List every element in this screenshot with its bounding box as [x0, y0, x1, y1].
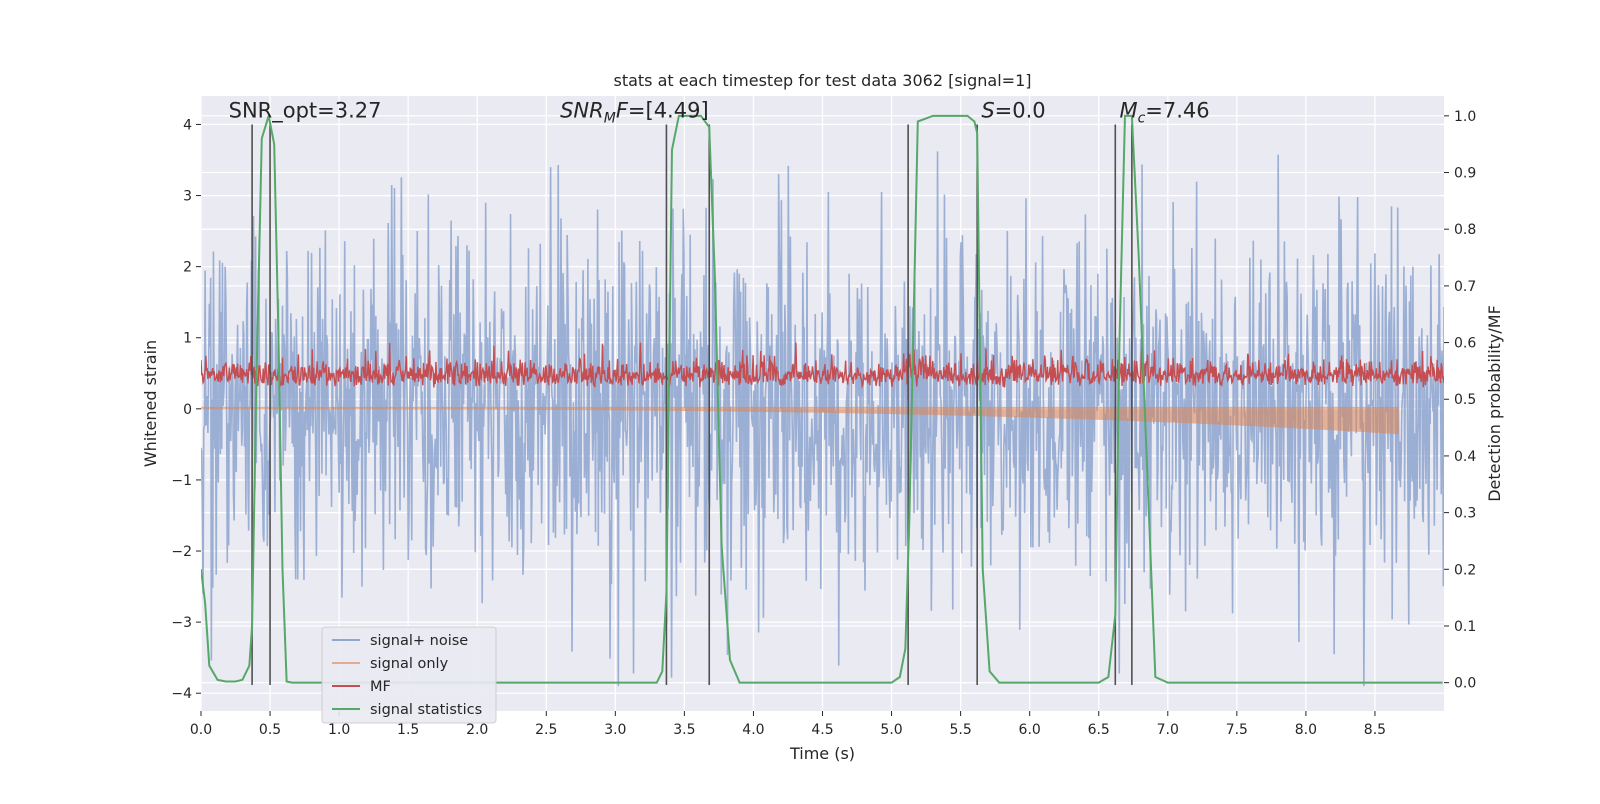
x-tick-label: 1.0	[328, 722, 350, 738]
x-tick-label: 2.0	[466, 722, 488, 738]
series-mf-line	[201, 342, 1444, 389]
y-right-tick-label: 0.5	[1454, 392, 1476, 408]
y-tick-label: −3	[171, 615, 192, 631]
series-signal-only-line	[201, 406, 1399, 435]
x-tick-label: 3.0	[604, 722, 626, 738]
y-tick-label: 1	[183, 331, 192, 347]
y-right-tick-label: 1.0	[1454, 109, 1476, 125]
y-right-axis-label: Detection probability/MF	[1485, 305, 1504, 502]
annotation-text: SNRMF=[4.49]	[560, 98, 709, 126]
legend-item-label: signal statistics	[370, 702, 482, 718]
y-right-tick-label: 0.7	[1454, 279, 1476, 295]
x-tick-label: 4.0	[742, 722, 764, 738]
y-tick-label: −1	[171, 473, 192, 489]
annotation-text: S=0.0	[981, 98, 1045, 122]
x-tick-label: 4.5	[811, 722, 833, 738]
x-tick-label: 7.0	[1157, 722, 1179, 738]
x-tick-label: 6.5	[1088, 722, 1110, 738]
y-tick-label: 4	[183, 117, 192, 133]
y-tick-label: −2	[171, 544, 192, 560]
x-tick-label: 2.5	[535, 722, 557, 738]
x-tick-label: 8.5	[1364, 722, 1386, 738]
x-tick-label: 0.5	[259, 722, 281, 738]
y-tick-label: 3	[183, 189, 192, 205]
y-right-tick-label: 0.0	[1454, 676, 1476, 692]
legend-box	[321, 626, 497, 724]
legend: signal+ noise signal only MF signal statist…	[321, 626, 497, 724]
x-tick-label: 7.5	[1226, 722, 1248, 738]
legend-item-label: signal+ noise	[370, 633, 468, 649]
legend-item-label: signal only	[370, 656, 449, 672]
y-tick-label: −4	[171, 686, 192, 702]
chart-title: stats at each timestep for test data 306…	[613, 71, 1031, 90]
y-right-tick-label: 0.6	[1454, 336, 1476, 352]
x-tick-label: 5.5	[949, 722, 971, 738]
y-tick-label: 0	[183, 402, 192, 418]
plot-lines	[201, 114, 1444, 687]
x-tick-label: 5.0	[880, 722, 902, 738]
annotation-text: Mc=7.46	[1119, 98, 1209, 126]
x-tick-label: 1.5	[397, 722, 419, 738]
legend-item-label: MF	[370, 679, 391, 695]
x-tick-label: 3.5	[673, 722, 695, 738]
y-axis-label: Whitened strain	[141, 340, 160, 467]
series-signal-noise-line	[201, 151, 1444, 687]
y-right-tick-label: 0.4	[1454, 449, 1476, 465]
x-axis-label: Time (s)	[789, 744, 855, 763]
y-right-tick-label: 0.9	[1454, 166, 1476, 182]
x-tick-label: 8.0	[1295, 722, 1317, 738]
x-tick-label: 6.0	[1019, 722, 1041, 738]
annotation-text: SNR_opt=3.27	[229, 98, 382, 123]
y-right-tick-label: 0.3	[1454, 506, 1476, 522]
y-tick-label: 2	[183, 260, 192, 276]
y-right-tick-label: 0.8	[1454, 222, 1476, 238]
y-right-tick-label: 0.2	[1454, 562, 1476, 578]
series-signal-statistics-line	[201, 114, 1443, 684]
y-right-tick-label: 0.1	[1454, 619, 1476, 635]
x-tick-label: 0.0	[190, 722, 212, 738]
